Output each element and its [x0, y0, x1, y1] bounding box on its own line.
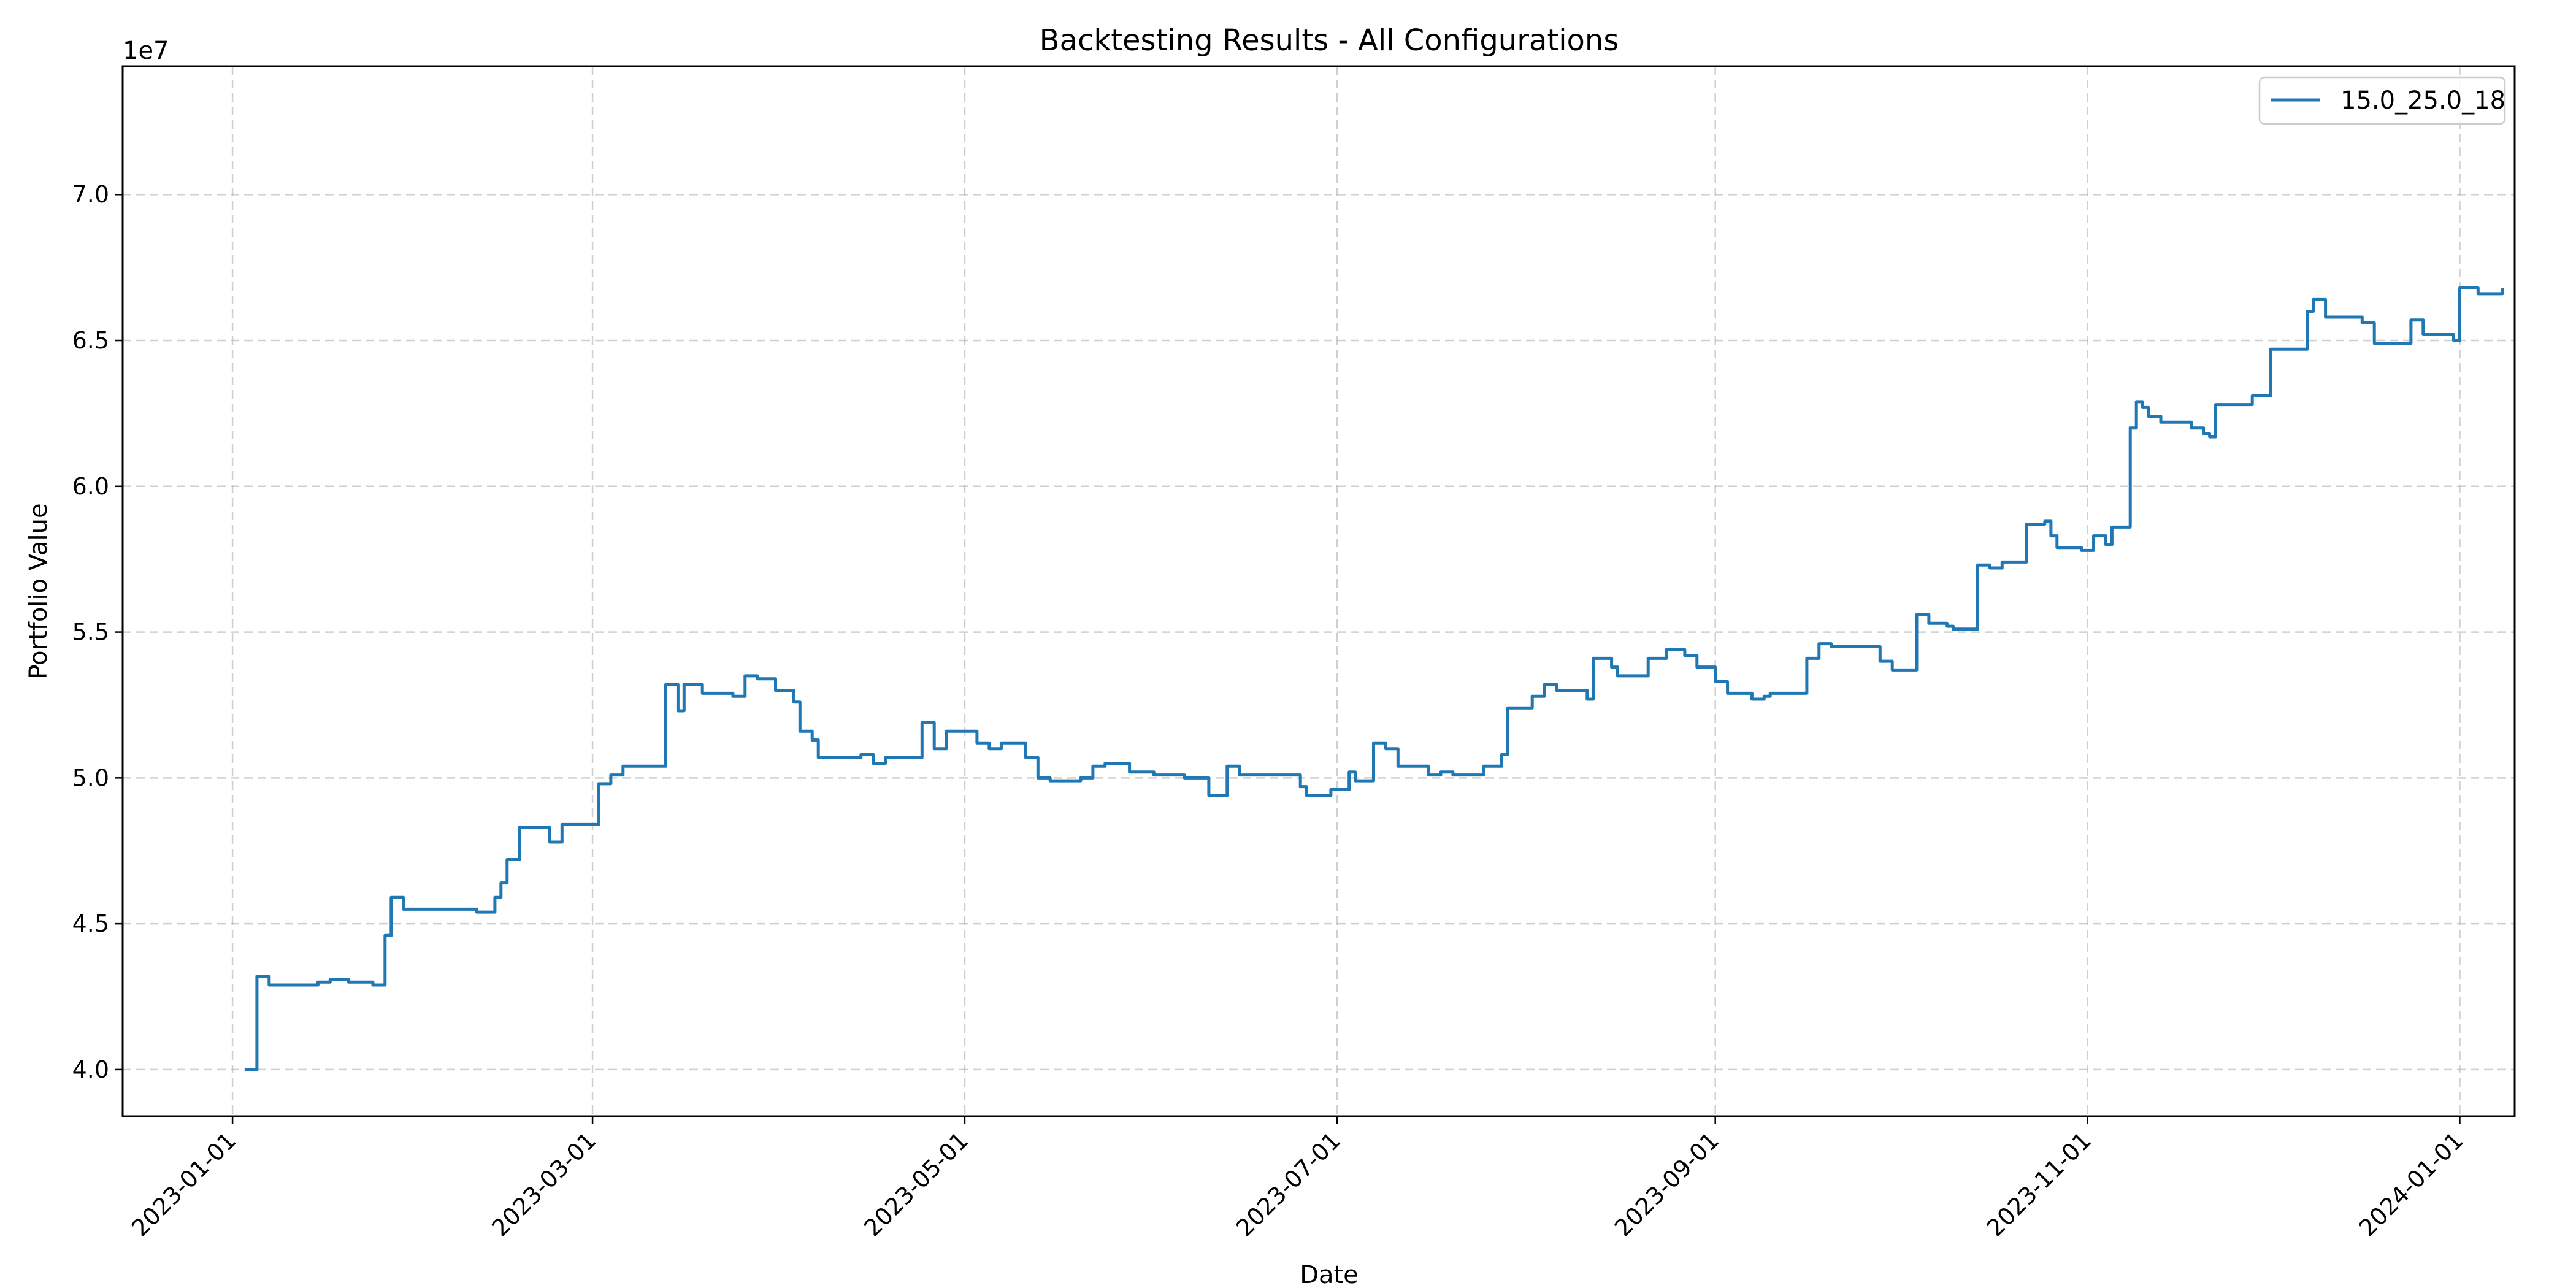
x-tick-label: 2023-09-01 — [1609, 1127, 1724, 1241]
x-tick-label: 2023-11-01 — [1982, 1127, 2096, 1241]
legend-label: 15.0_25.0_18 — [2340, 86, 2505, 115]
y-tick-label: 7.0 — [72, 181, 109, 208]
y-axis-multiplier: 1e7 — [123, 37, 169, 65]
plot-frame — [121, 65, 2516, 1117]
legend: 15.0_25.0_18 — [2258, 76, 2506, 125]
y-tick-label: 4.5 — [72, 910, 109, 937]
y-axis-label: Portfolio Value — [25, 503, 53, 679]
legend-box — [2258, 76, 2506, 125]
x-tick-label: 2023-05-01 — [859, 1127, 973, 1241]
y-tick-label: 5.0 — [72, 764, 109, 791]
y-tick-label: 6.5 — [72, 327, 109, 354]
y-tick-label: 6.0 — [72, 473, 109, 500]
x-axis-label: Date — [1300, 1261, 1359, 1288]
y-tick-label: 4.0 — [72, 1056, 109, 1083]
chart-title: Backtesting Results - All Configurations — [1040, 23, 1619, 58]
x-tick-label: 2023-01-01 — [126, 1127, 241, 1241]
series-line-0 — [245, 286, 2504, 1071]
y-axis: 4.0 4.5 5.0 5.5 6.0 6.5 7.0 — [72, 181, 123, 1083]
grid-lines — [123, 66, 2515, 1116]
plot-area — [245, 286, 2504, 1071]
x-tick-label: 2023-07-01 — [1231, 1127, 1346, 1241]
x-tick-label: 2024-01-01 — [2354, 1127, 2469, 1241]
x-axis: 2023-01-01 2023-03-01 2023-05-01 2023-07-01… — [126, 1116, 2469, 1242]
y-tick-label: 5.5 — [72, 619, 109, 646]
x-tick-label: 2023-03-01 — [486, 1127, 601, 1241]
